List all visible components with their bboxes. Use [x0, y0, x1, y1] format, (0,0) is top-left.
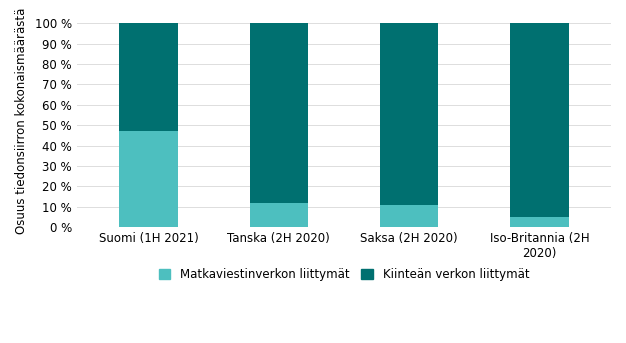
Y-axis label: Osuus tiedonsiirron kokonaismäärästä: Osuus tiedonsiirron kokonaismäärästä	[15, 8, 28, 234]
Legend: Matkaviestinverkon liittymät, Kiinteän verkon liittymät: Matkaviestinverkon liittymät, Kiinteän v…	[155, 265, 533, 285]
Bar	[120, 23, 178, 131]
Bar	[250, 23, 308, 203]
Bar	[510, 23, 568, 217]
Bar	[380, 23, 438, 205]
Bar	[120, 131, 178, 227]
Bar	[250, 203, 308, 227]
Bar	[510, 217, 568, 227]
Bar	[380, 205, 438, 227]
